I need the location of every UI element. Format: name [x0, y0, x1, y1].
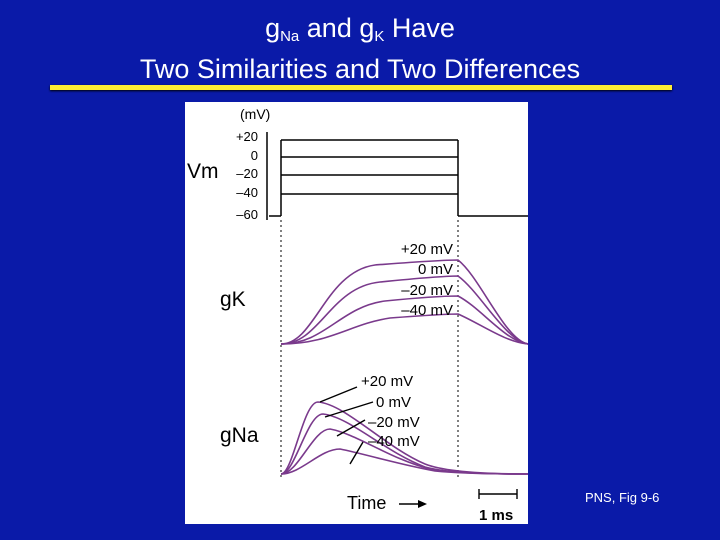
gna-label-pointers [319, 386, 374, 465]
time-arrow-icon [399, 500, 427, 508]
gk-trace-label-0: 0 mV [418, 261, 453, 278]
vm-tick-minus20: –20 [236, 166, 258, 181]
gna-trace-label-plus20: +20 mV [361, 373, 413, 390]
gna-axis-label: gNa [220, 424, 259, 447]
vm-tick-minus40: –40 [236, 185, 258, 200]
time-axis-label: Time [347, 493, 386, 513]
vm-tick-0: 0 [251, 148, 258, 163]
vm-axis-label: Vm [187, 160, 219, 183]
title-line-1: gNa and gK Have [265, 13, 455, 45]
conductance-diagram: (mV) Vm +20 0 –20 –40 –60 gK [187, 106, 528, 524]
voltage-steps [269, 139, 528, 217]
scale-bar [478, 489, 518, 499]
scale-bar-label: 1 ms [479, 507, 513, 524]
vm-tick-minus60: –60 [236, 207, 258, 222]
gna-traces [280, 401, 528, 475]
gk-traces [280, 259, 528, 345]
gna-trace-label-minus20: –20 mV [368, 414, 420, 431]
conductance-figure: (mV) Vm +20 0 –20 –40 –60 gK [185, 102, 528, 524]
title-line-2: Two Similarities and Two Differences [139, 54, 581, 84]
gk-trace-label-plus20: +20 mV [401, 241, 453, 258]
vm-tick-plus20: +20 [236, 129, 258, 144]
gna-trace-label-minus40: –40 mV [368, 433, 420, 450]
vm-unit-label: (mV) [240, 106, 270, 122]
gk-axis-label: gK [220, 288, 246, 311]
gna-trace-label-0: 0 mV [376, 394, 411, 411]
slide-title: gNa and gK Have Two Similarities and Two… [0, 12, 720, 85]
gk-trace-label-minus40: –40 mV [401, 302, 453, 319]
figure-credit: PNS, Fig 9-6 [585, 490, 660, 505]
title-underline [50, 85, 672, 90]
gk-trace-label-minus20: –20 mV [401, 282, 453, 299]
